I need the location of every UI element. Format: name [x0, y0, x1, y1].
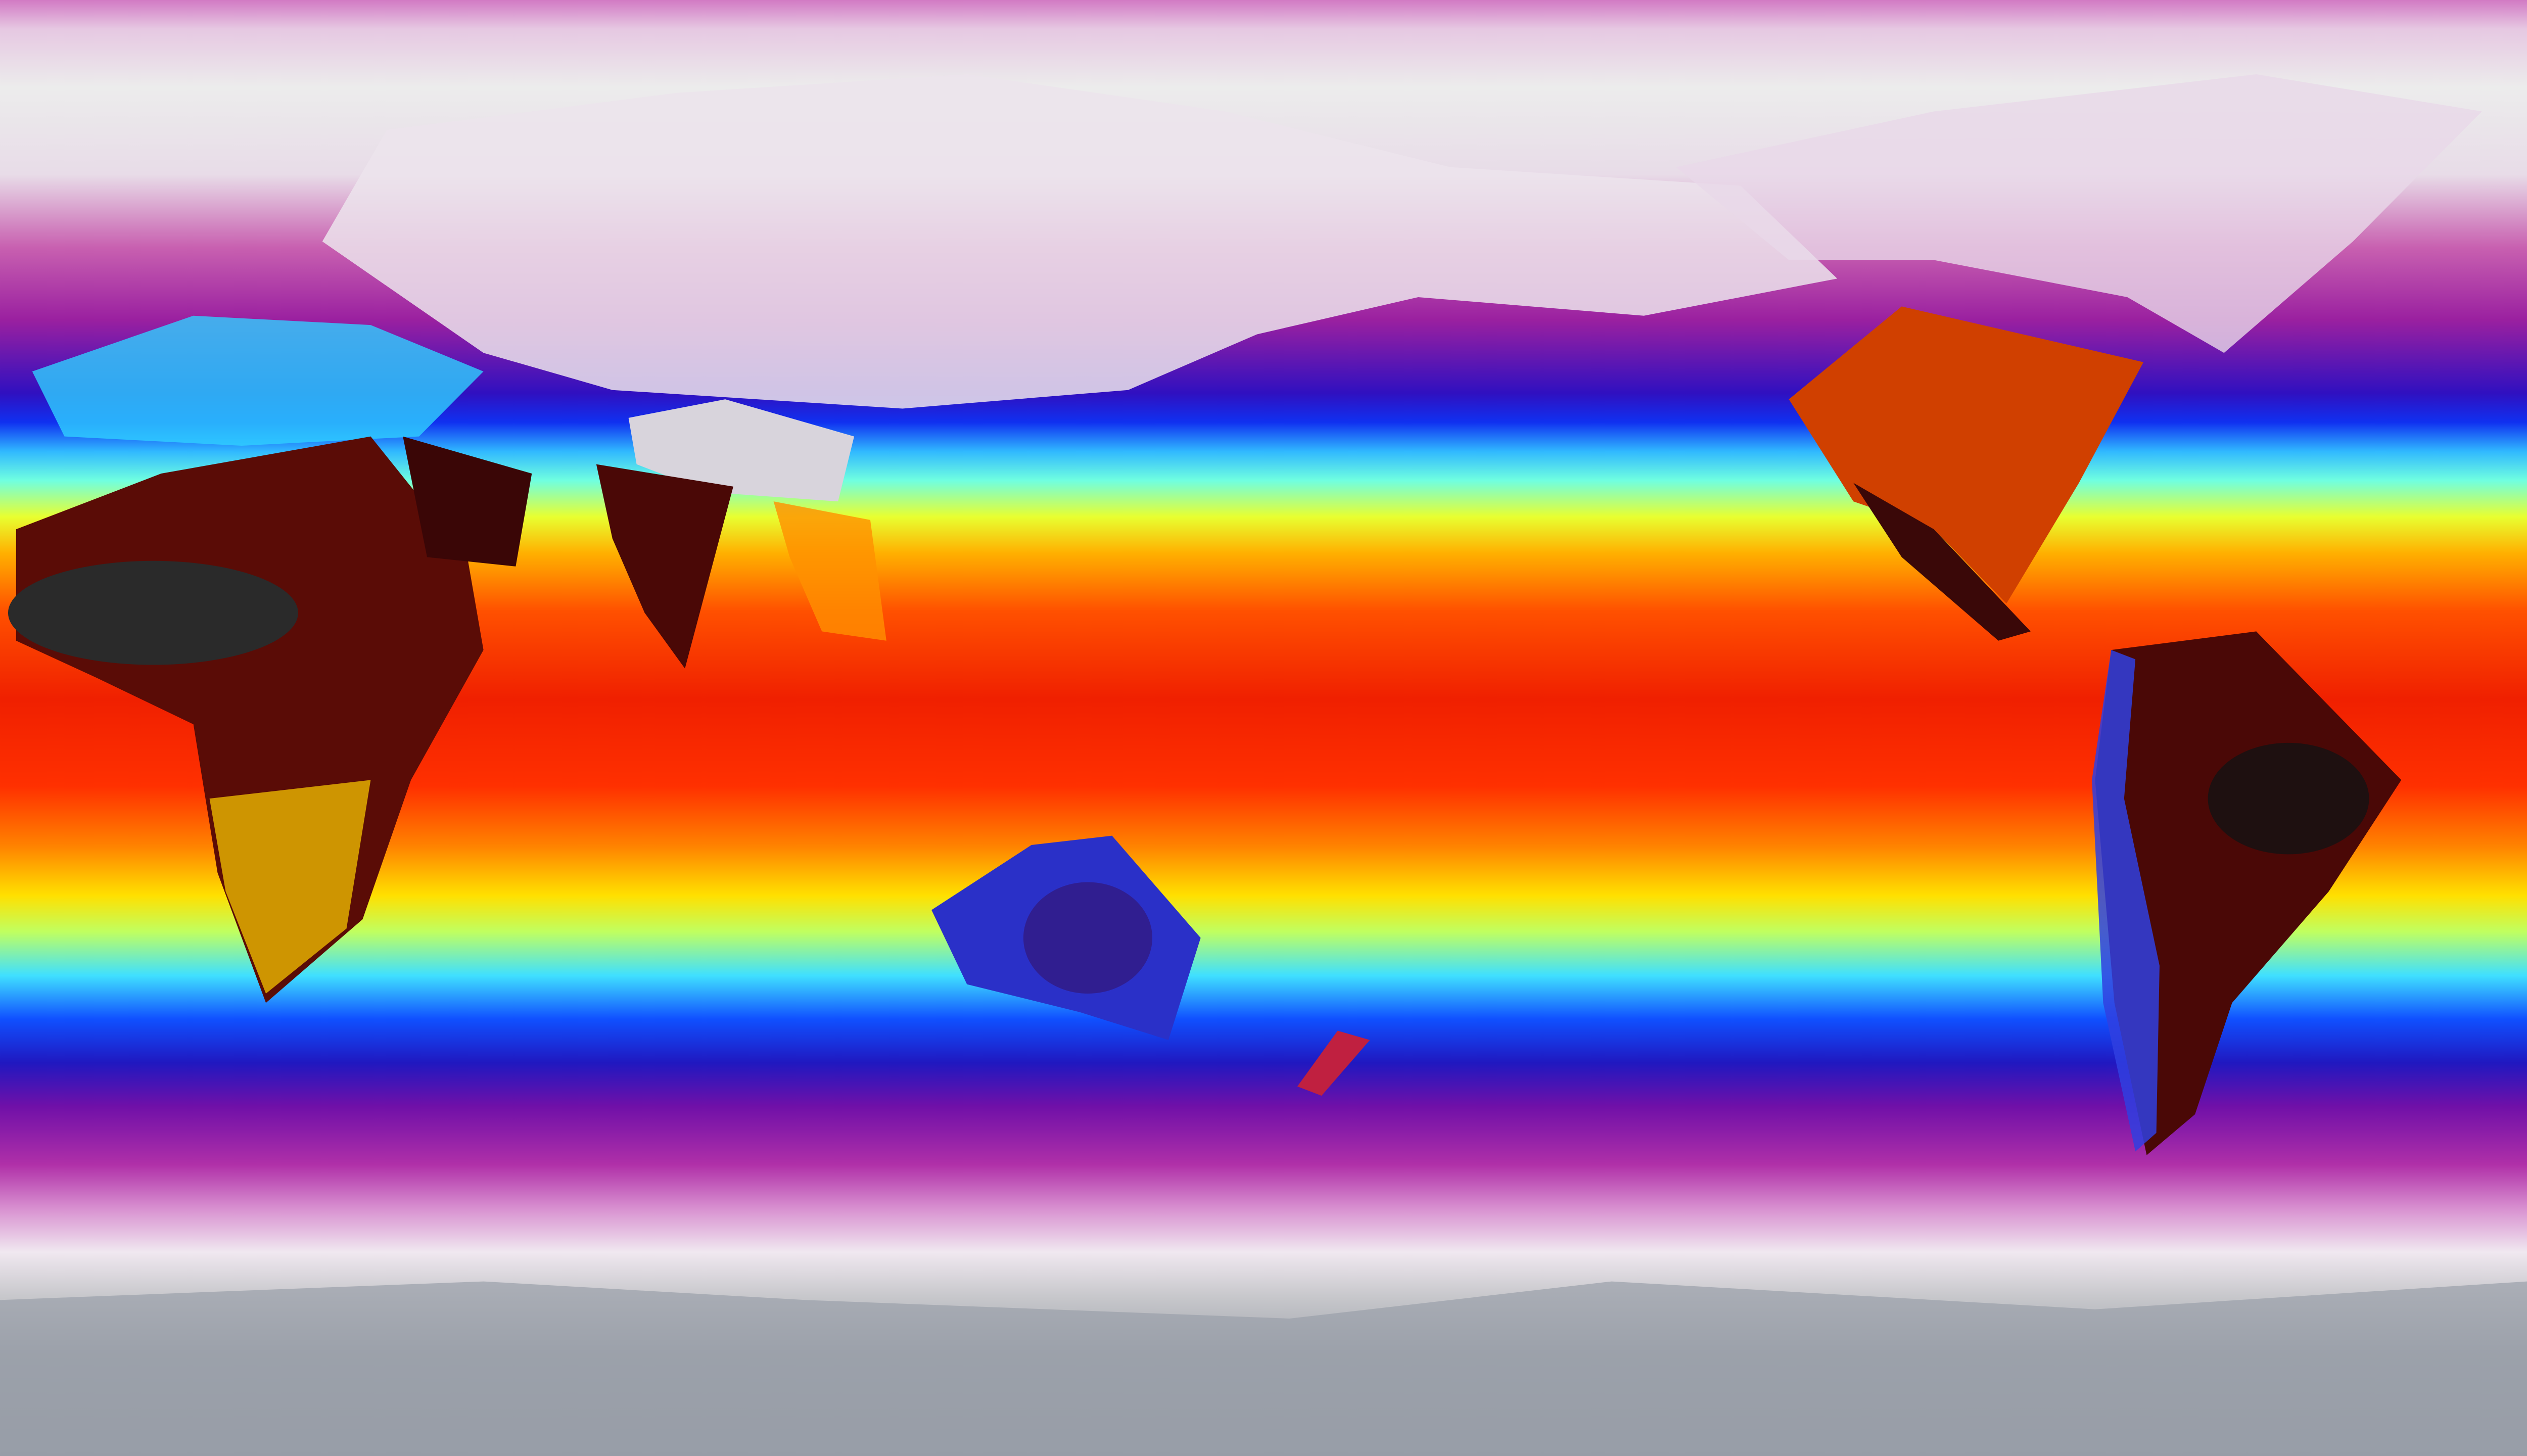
north-america: [1789, 306, 2144, 604]
europe: [32, 315, 484, 446]
tibet: [628, 399, 855, 502]
amazon-hot: [2208, 742, 2369, 855]
north-america-north: [1676, 74, 2482, 353]
southern-africa: [209, 780, 371, 994]
eurasia-north: [322, 74, 1838, 409]
andes: [2092, 650, 2160, 1152]
new-zealand: [1297, 1030, 1370, 1096]
india: [596, 464, 733, 669]
australia-interior: [1023, 882, 1152, 994]
antarctica: [0, 1281, 2527, 1456]
mexico: [1853, 483, 2031, 641]
arabia: [403, 436, 532, 567]
sahara: [8, 560, 298, 665]
southeast-asia: [773, 501, 886, 641]
